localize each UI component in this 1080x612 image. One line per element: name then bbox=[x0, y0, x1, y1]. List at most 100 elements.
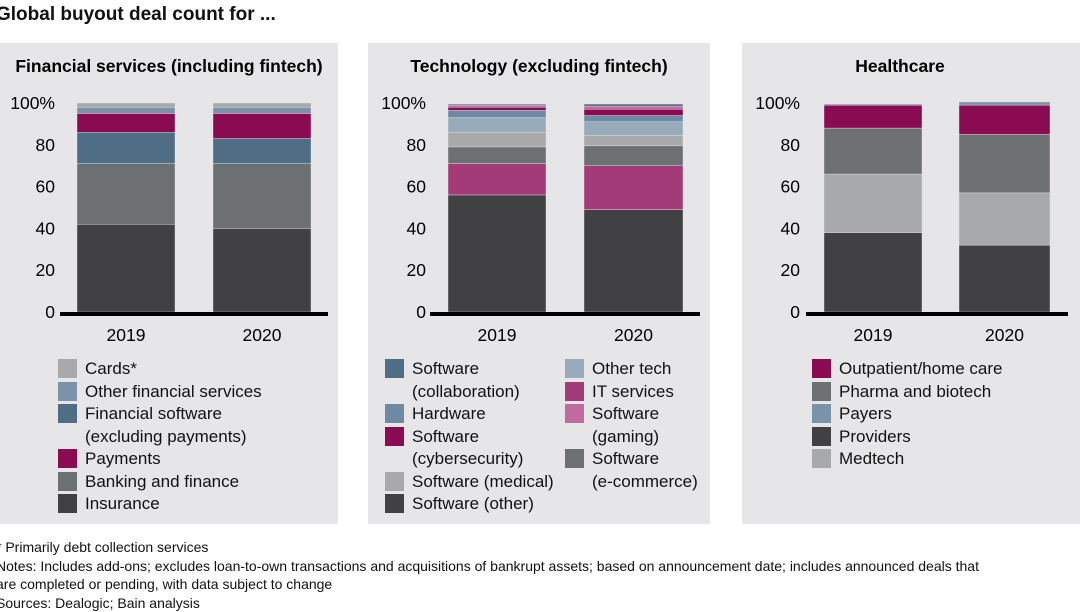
legend-label: Software (gaming) bbox=[592, 404, 660, 446]
legend-item: Payments bbox=[58, 448, 262, 471]
x-axis-line bbox=[430, 312, 700, 316]
y-tick-label: 60 bbox=[407, 177, 427, 197]
legend: Software (collaboration) Hardware Software… bbox=[385, 358, 554, 516]
legend-item: Software (cybersecurity) bbox=[385, 426, 554, 471]
legend-label: Software (other) bbox=[412, 494, 534, 513]
bar-segment bbox=[583, 145, 684, 166]
legend-swatch bbox=[58, 471, 77, 491]
legend: Outpatient/home care Pharma and biotech Pa… bbox=[812, 358, 1002, 471]
y-tick-label: 20 bbox=[36, 260, 56, 280]
legend-item: Medtech bbox=[812, 448, 1002, 471]
footnotes: * Primarily debt collection services Not… bbox=[0, 538, 979, 612]
legend-label: Hardware bbox=[412, 404, 486, 423]
bar-segment bbox=[447, 104, 547, 108]
y-tick-label: 60 bbox=[36, 177, 56, 197]
x-tick-label: 2019 bbox=[854, 325, 893, 345]
bar-segment bbox=[583, 165, 684, 210]
legend-swatch bbox=[565, 381, 584, 401]
y-tick-label: 80 bbox=[36, 135, 56, 155]
x-tick-label: 2020 bbox=[985, 325, 1024, 345]
x-tick-label: 2019 bbox=[478, 325, 517, 345]
legend: Other tech IT services Software (gaming) So… bbox=[565, 358, 698, 493]
legend-item: IT services bbox=[565, 381, 698, 404]
x-tick-label: 2020 bbox=[614, 325, 653, 345]
x-axis-line bbox=[60, 312, 328, 316]
footnote-sources: Sources: Dealogic; Bain analysis bbox=[0, 594, 200, 611]
bar-segment bbox=[76, 224, 176, 313]
bar-segment bbox=[583, 121, 684, 136]
bar-segment bbox=[76, 113, 176, 133]
legend-item: Software (e-commerce) bbox=[565, 448, 698, 493]
legend-swatch bbox=[58, 359, 77, 378]
legend-swatch bbox=[385, 471, 404, 491]
bar-segment bbox=[447, 132, 547, 148]
legend-item: Banking and finance bbox=[58, 471, 262, 494]
legend-swatch bbox=[385, 494, 404, 513]
legend-item: Pharma and biotech bbox=[812, 381, 1002, 404]
legend-item: Insurance bbox=[58, 493, 262, 516]
bar-segment bbox=[212, 113, 312, 139]
y-tick-label: 40 bbox=[781, 218, 801, 238]
legend-swatch bbox=[385, 426, 404, 446]
y-tick-label: 0 bbox=[416, 302, 426, 322]
legend-swatch bbox=[565, 359, 584, 378]
bar-segment bbox=[212, 138, 312, 164]
legend-swatch bbox=[812, 449, 831, 468]
y-tick-label: 100% bbox=[10, 93, 55, 113]
bar-segment bbox=[447, 117, 547, 133]
y-tick-label: 40 bbox=[36, 218, 56, 238]
legend-label: IT services bbox=[592, 381, 674, 401]
y-tick-label: 40 bbox=[407, 218, 427, 238]
bar-segment bbox=[583, 115, 684, 123]
legend-item: Software (collaboration) bbox=[385, 358, 554, 403]
bar-segment bbox=[958, 134, 1051, 194]
legend-label: Software (e-commerce) bbox=[592, 449, 698, 491]
legend-item: Payers bbox=[812, 403, 1002, 426]
bar-segment bbox=[583, 105, 684, 110]
bar-segment bbox=[958, 101, 1051, 106]
legend-item: Software (gaming) bbox=[565, 403, 698, 448]
legend-item: Hardware bbox=[385, 403, 554, 426]
legend-label: Cards* bbox=[85, 359, 137, 378]
y-tick-label: 80 bbox=[407, 135, 427, 155]
bar-segment bbox=[76, 132, 176, 164]
y-tick-label: 60 bbox=[781, 177, 801, 197]
legend: Cards* Other financial services Financial … bbox=[58, 358, 262, 516]
legend-swatch bbox=[812, 404, 831, 423]
bar-segment bbox=[447, 110, 547, 118]
y-tick-label: 80 bbox=[781, 135, 801, 155]
legend-label: Payments bbox=[85, 449, 161, 468]
y-tick-label: 100% bbox=[755, 93, 800, 113]
figure-title: Global buyout deal count for ... bbox=[0, 4, 276, 25]
legend-item: Outpatient/home care bbox=[812, 358, 1002, 381]
legend-label: Outpatient/home care bbox=[839, 359, 1003, 378]
y-tick-label: 0 bbox=[45, 302, 55, 322]
legend-item: Providers bbox=[812, 426, 1002, 449]
bar-segment bbox=[583, 209, 684, 313]
bar-segment bbox=[212, 106, 312, 114]
bar-segment bbox=[76, 106, 176, 114]
legend-swatch bbox=[812, 426, 831, 446]
legend-label: Financial software (excluding payments) bbox=[85, 404, 247, 446]
bar-segment bbox=[212, 228, 312, 313]
legend-label: Banking and finance bbox=[85, 471, 240, 491]
panel-title: Financial services (including fintech) bbox=[15, 56, 322, 76]
bar-segment bbox=[958, 244, 1051, 313]
legend-swatch bbox=[58, 449, 77, 468]
legend-item: Financial software (excluding payments) bbox=[58, 403, 262, 448]
legend-label: Providers bbox=[839, 426, 911, 446]
legend-label: Other financial services bbox=[85, 381, 262, 401]
legend-label: Software (medical) bbox=[412, 471, 554, 491]
x-tick-label: 2020 bbox=[243, 325, 282, 345]
bar-segment bbox=[823, 103, 923, 106]
y-tick-label: 100% bbox=[381, 93, 426, 113]
bar-segment bbox=[823, 104, 923, 129]
footnote-notes: Notes: Includes add-ons; excludes loan-t… bbox=[0, 557, 979, 574]
legend-swatch bbox=[565, 449, 584, 468]
panel-title: Technology (excluding fintech) bbox=[410, 56, 667, 76]
legend-label: Insurance bbox=[85, 494, 160, 513]
panel-title: Healthcare bbox=[855, 56, 945, 76]
bar-segment bbox=[447, 146, 547, 164]
x-tick-label: 2019 bbox=[107, 325, 146, 345]
